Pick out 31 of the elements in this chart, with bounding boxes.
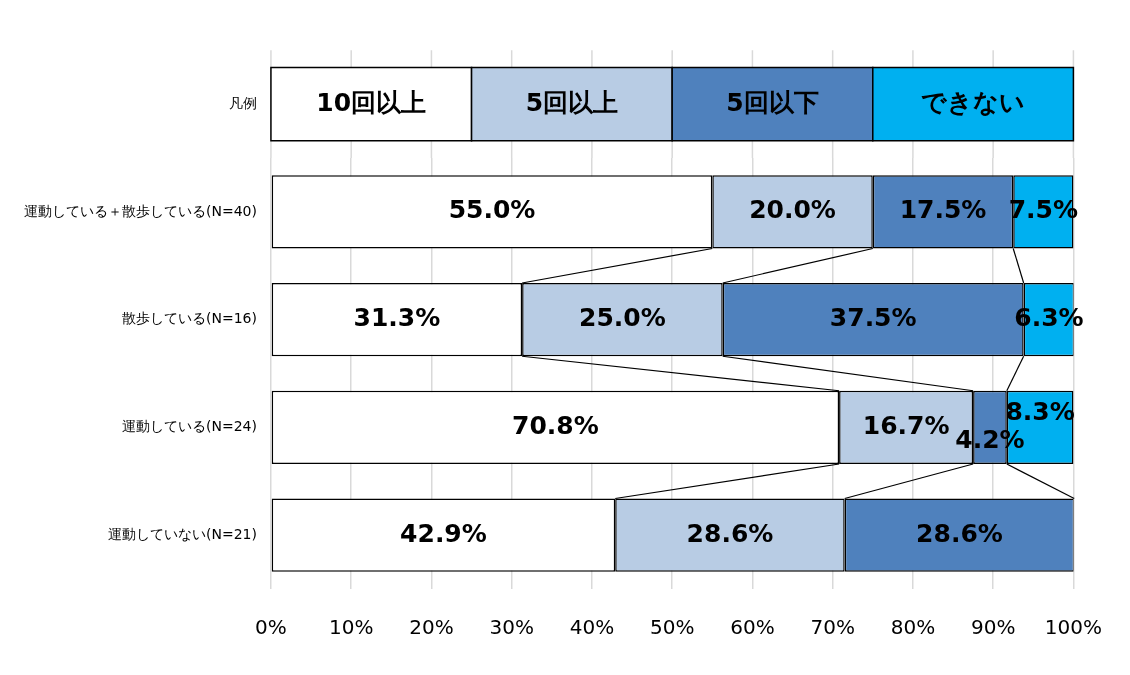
y-tick-label: 運動している(N=24) xyxy=(121,418,257,435)
x-tick-label: 70% xyxy=(810,615,855,640)
data-label: 55.0% xyxy=(448,195,536,225)
x-tick-label: 10% xyxy=(328,615,374,640)
data-label: 17.5% xyxy=(899,195,987,225)
y-tick-label: 運動していない(N=21) xyxy=(107,525,257,542)
x-tick-label: 100% xyxy=(1044,615,1102,640)
x-tick-label: 90% xyxy=(970,615,1016,640)
legend-title: 凡例 xyxy=(228,94,257,111)
data-label: 70.8% xyxy=(512,410,599,440)
text: 5回以下 xyxy=(726,87,819,117)
x-tick-label: 20% xyxy=(409,615,454,640)
x-tick-label: 40% xyxy=(569,615,615,640)
text: できない xyxy=(921,87,1026,117)
text: 5回以上 xyxy=(525,87,619,117)
data-label: 25.0% xyxy=(579,303,666,333)
y-tick-label: 散歩している(N=16) xyxy=(121,310,257,327)
data-label: 20.0% xyxy=(749,195,836,225)
data-label: 16.7% xyxy=(862,410,950,440)
x-tick-label: 50% xyxy=(649,615,695,640)
data-label: 28.6% xyxy=(916,518,1003,548)
x-tick-label: 0% xyxy=(255,615,287,640)
data-label: 28.6% xyxy=(686,518,774,548)
data-label: 37.5% xyxy=(829,303,917,333)
data-label: 31.3% xyxy=(353,303,441,333)
x-tick-label: 30% xyxy=(489,615,534,640)
y-tick-label: 運動している＋散歩している(N=40) xyxy=(23,202,257,219)
text: 10回以上 xyxy=(316,87,427,117)
x-tick-label: 80% xyxy=(890,615,936,640)
data-label: 42.9% xyxy=(400,518,487,548)
x-tick-label: 60% xyxy=(730,615,775,640)
